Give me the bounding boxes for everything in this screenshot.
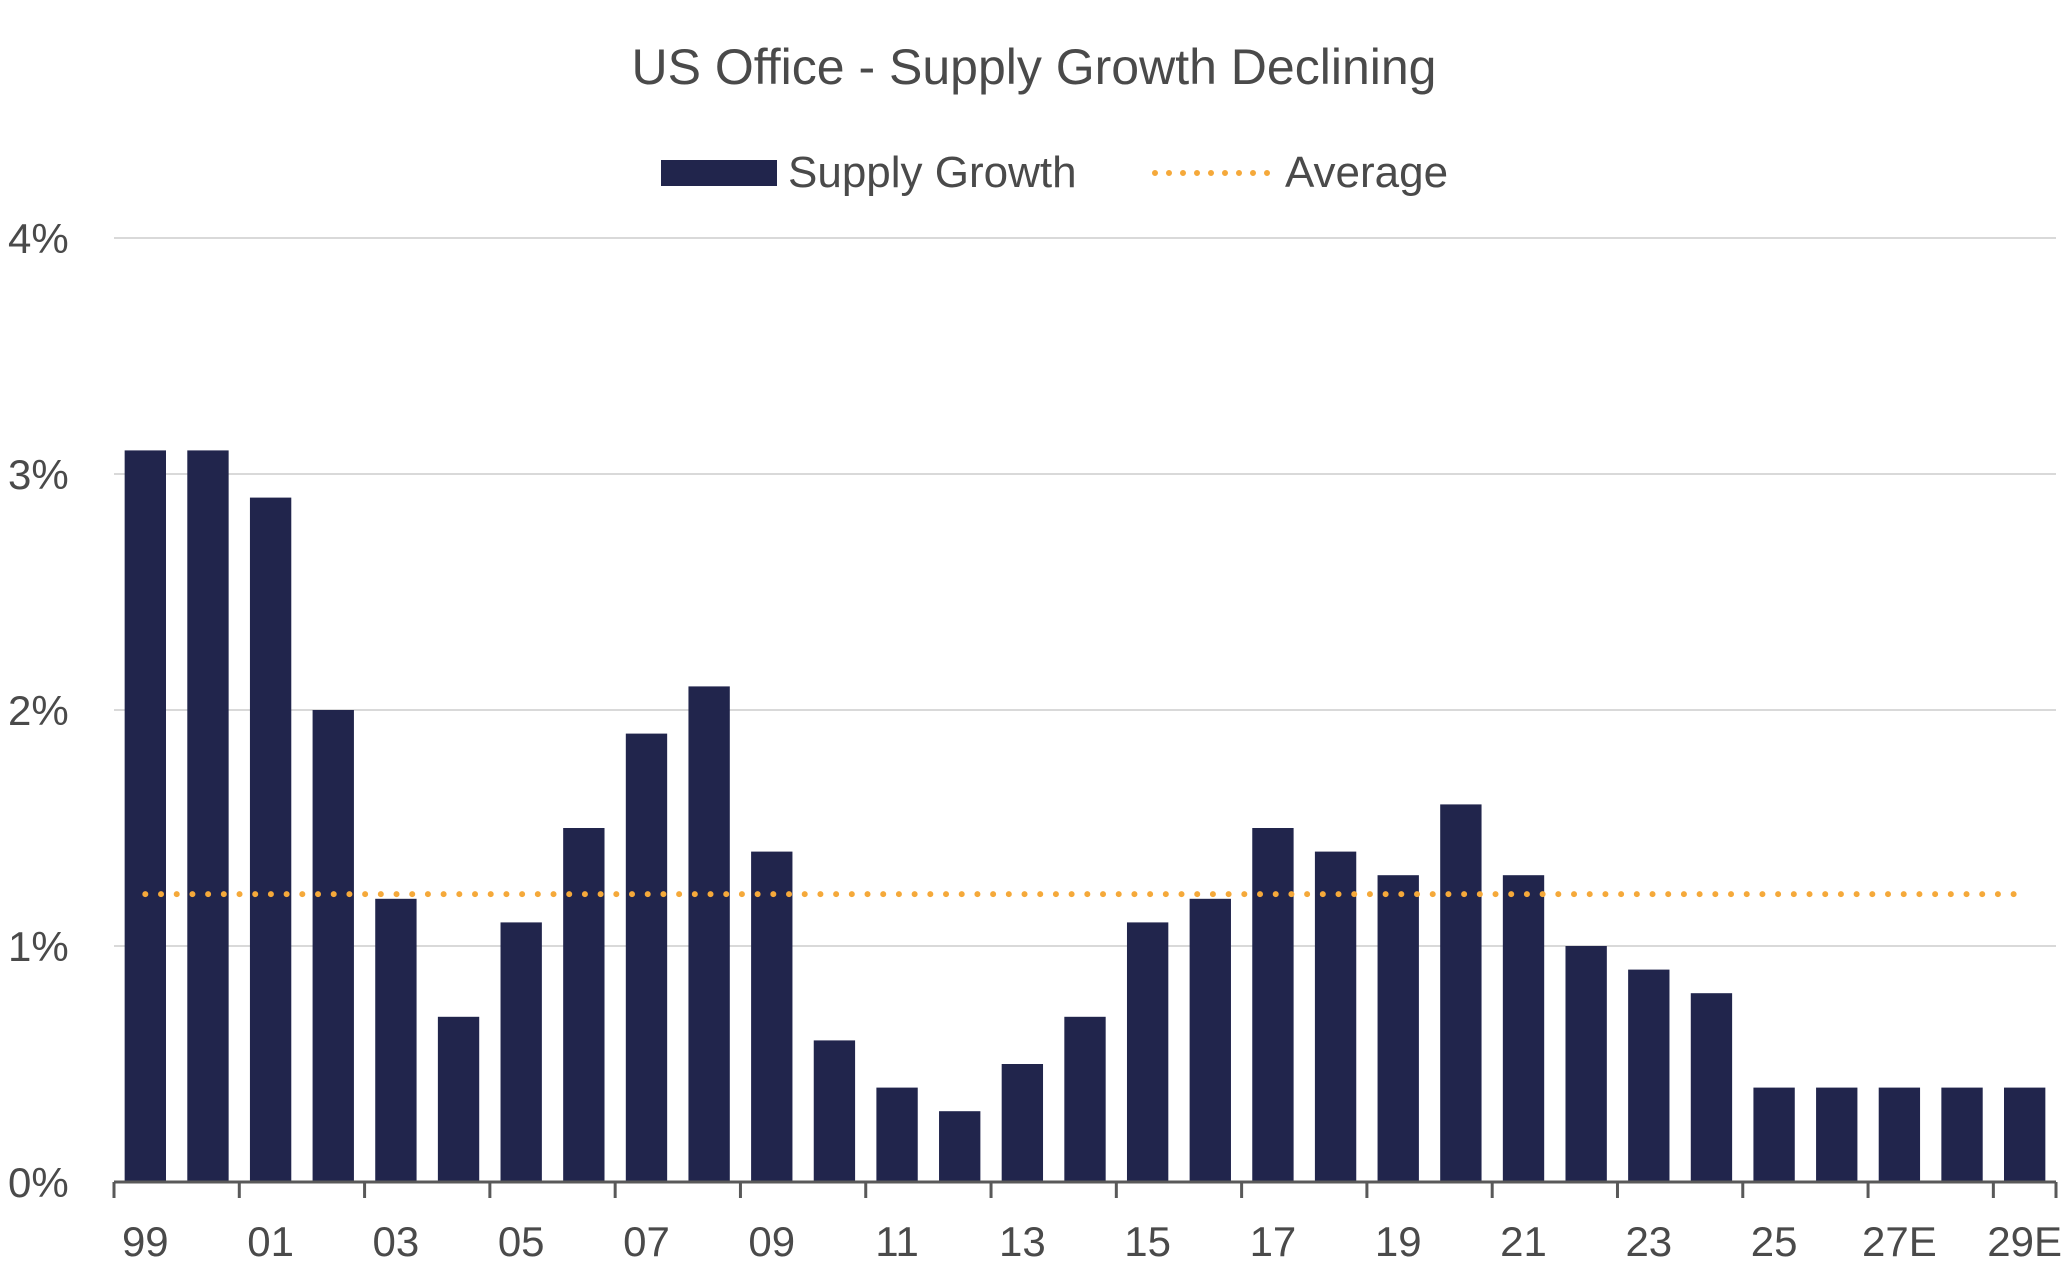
bar-12 [939,1111,981,1182]
bar-21 [1502,875,1545,1182]
x-tick-label: 13 [999,1218,1046,1264]
x-axis-labels: 99 01 03 05 07 09 11 13 15 17 19 21 23 25 27E 29E [122,1218,2062,1264]
x-tick-label: 99 [122,1218,169,1264]
bar-27E [1878,1087,1921,1182]
bar-00 [187,450,229,1182]
bar-13 [1001,1064,1044,1182]
x-tick-label: 25 [1751,1218,1798,1264]
chart-legend: Supply Growth Average [661,148,1448,197]
x-tick-label: 09 [748,1218,795,1264]
bar-06 [563,828,605,1182]
x-tick-label: 15 [1124,1218,1171,1264]
bar-26 [1816,1087,1858,1182]
bar-17 [1252,828,1294,1182]
y-tick-label: 3% [8,451,69,498]
x-tick-label: 23 [1625,1218,1672,1264]
x-tick-label: 27E [1862,1218,1937,1264]
bar-07 [625,733,668,1182]
bar-15 [1126,922,1169,1182]
chart-title: US Office - Supply Growth Declining [632,39,1437,95]
y-tick-label: 4% [8,215,69,262]
legend-swatch-supply-growth [661,160,777,186]
bar-22 [1565,946,1607,1182]
bar-19 [1377,875,1419,1182]
bar-29E [2004,1087,2046,1182]
bars [124,450,2046,1183]
x-tick-label: 29E [1987,1218,2062,1264]
x-tick-label: 03 [373,1218,420,1264]
x-tick-label: 11 [875,1218,919,1264]
bar-99 [124,450,166,1182]
legend-label-average: Average [1285,148,1448,197]
bar-23 [1628,969,1670,1182]
bar-01 [249,497,292,1183]
gridlines [114,237,2056,947]
y-tick-label: 0% [8,1159,69,1206]
y-tick-label: 2% [8,687,69,734]
x-tick-label: 07 [623,1218,670,1264]
bar-05 [500,922,542,1182]
bar-25 [1753,1087,1795,1182]
x-tick-label: 19 [1375,1218,1422,1264]
x-tick-label: 05 [498,1218,545,1264]
bar-20 [1440,804,1482,1182]
x-tick-label: 17 [1250,1218,1297,1264]
x-tick-label: 21 [1500,1218,1547,1264]
bar-14 [1064,1016,1106,1182]
bar-04 [437,1016,480,1182]
bar-10 [813,1040,856,1182]
bar-18 [1314,851,1357,1182]
bar-24 [1690,993,1733,1182]
bar-11 [876,1087,918,1182]
bar-02 [312,710,354,1182]
bar-16 [1189,898,1231,1182]
legend-label-supply-growth: Supply Growth [788,148,1077,197]
bar-03 [375,898,417,1182]
y-axis-labels: 0% 1% 2% 3% 4% [8,215,69,1206]
x-tick-label: 01 [247,1218,294,1264]
bar-08 [688,686,730,1182]
bar-28E [1941,1087,1983,1182]
y-tick-label: 1% [8,923,69,970]
bar-09 [751,851,793,1182]
x-axis [112,1180,2058,1198]
